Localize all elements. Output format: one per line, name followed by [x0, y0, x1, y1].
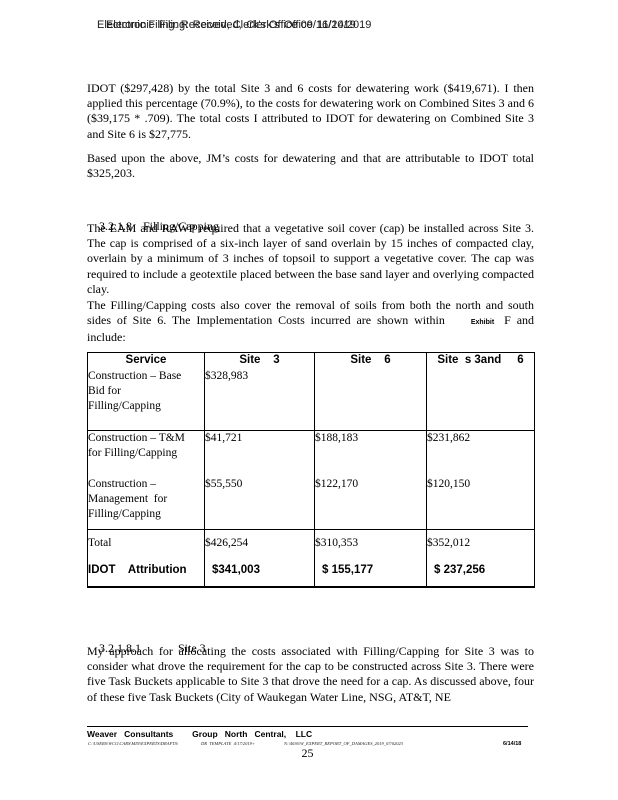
- col-header-site6: Site 6: [314, 352, 427, 369]
- section-heading-32181: 3.2.1.8.1 Site 3: [87, 626, 534, 672]
- section-title: Site 3: [178, 641, 206, 656]
- site3-amount: $41,721: [204, 430, 315, 477]
- site6-amount: $310,353: [314, 529, 427, 563]
- table-row-base-bid: Construction – Base Bid for Filling/Capp…: [87, 369, 535, 431]
- paragraph-text: The Filling/Capping costs also cover the…: [87, 298, 534, 328]
- section-number: 3.2.1.8: [99, 219, 132, 234]
- implementation-costs-table: Service Site 3 Site 6 Site s 3and 6 Cons…: [87, 352, 535, 588]
- footer-file-path-right: N:\4036\W_EXPERT_REPORT_OF_DAMAGES_2019_…: [284, 741, 403, 746]
- footer-file-path-left: C:\USERS\WCG\CARS\MIN\EXPERTS\DRAFTS\: [88, 741, 179, 746]
- section-heading-3218: 3.2.1.8 Filling/Capping: [87, 204, 534, 250]
- table-row-idot-attribution: IDOT Attribution $341,003 $ 155,177 $ 23…: [87, 563, 535, 587]
- paragraph-filling-capping-costs: The Filling/Capping costs also cover the…: [87, 298, 534, 346]
- paragraph-text: F and include:: [87, 313, 535, 345]
- col-header-service: Service: [87, 352, 205, 369]
- section-number: 3.2.1.8.1: [99, 641, 141, 656]
- col-header-site3: Site 3: [204, 352, 315, 369]
- service-cell: IDOT Attribution: [87, 563, 205, 587]
- paragraph-dewatering-total: Based upon the above, JM’s costs for dew…: [87, 151, 534, 181]
- page-number: 25: [301, 746, 314, 760]
- site3-amount: $426,254: [204, 529, 315, 563]
- sites36-amount: $120,150: [426, 477, 535, 530]
- footer-divider: [87, 726, 528, 727]
- footer-firm-name: Weaver Consultants Group North Central, …: [87, 729, 313, 739]
- table-header-row: Service Site 3 Site 6 Site s 3and 6: [87, 352, 535, 369]
- section-title: Filling/Capping: [143, 219, 220, 234]
- sites36-amount: [426, 369, 535, 431]
- site3-amount: $55,550: [204, 477, 315, 530]
- footer-file-path-mid: DR TEMPLATE 4/17/2019+: [201, 741, 255, 746]
- table-row-total: Total $426,254 $310,353 $352,012: [87, 529, 535, 563]
- table-row-management: Construction – Management for Filling/Ca…: [87, 477, 535, 530]
- service-cell: Construction – Management for Filling/Ca…: [87, 477, 205, 530]
- site6-amount: $ 155,177: [314, 563, 427, 587]
- efiling-stamp-1: Electronic Filing: Received, Clerk's Off…: [97, 19, 356, 31]
- col-header-sites-3-and-6: Site s 3and 6: [426, 352, 535, 369]
- footer-date: 6/14/18: [503, 741, 522, 747]
- site6-amount: $188,183: [314, 430, 427, 477]
- site6-amount: $122,170: [314, 477, 427, 530]
- efiling-stamp-2: Electronic Filing: Received, Clerk's Off…: [106, 19, 372, 31]
- service-cell: Total: [87, 529, 205, 563]
- exhibit-reference: Exhibit: [470, 319, 495, 327]
- table-row-tm: Construction – T&M for Filling/Capping $…: [87, 430, 535, 477]
- sites36-amount: $ 237,256: [426, 563, 535, 587]
- paragraph-idot-dewatering: IDOT ($297,428) by the total Site 3 and …: [87, 81, 534, 141]
- site3-amount: $328,983: [204, 369, 315, 431]
- site6-amount: [314, 369, 427, 431]
- paragraph-cap-description: The EAM and RAWP required that a vegetat…: [87, 221, 534, 296]
- site3-amount: $341,003: [204, 563, 315, 587]
- paragraph-site3-approach: My approach for allocating the costs ass…: [87, 644, 534, 704]
- sites36-amount: $231,862: [426, 430, 535, 477]
- implementation-costs-table-wrapper: Service Site 3 Site 6 Site s 3and 6 Cons…: [87, 352, 535, 588]
- service-cell: Construction – Base Bid for Filling/Capp…: [87, 369, 205, 431]
- sites36-amount: $352,012: [426, 529, 535, 563]
- service-cell: Construction – T&M for Filling/Capping: [87, 430, 205, 477]
